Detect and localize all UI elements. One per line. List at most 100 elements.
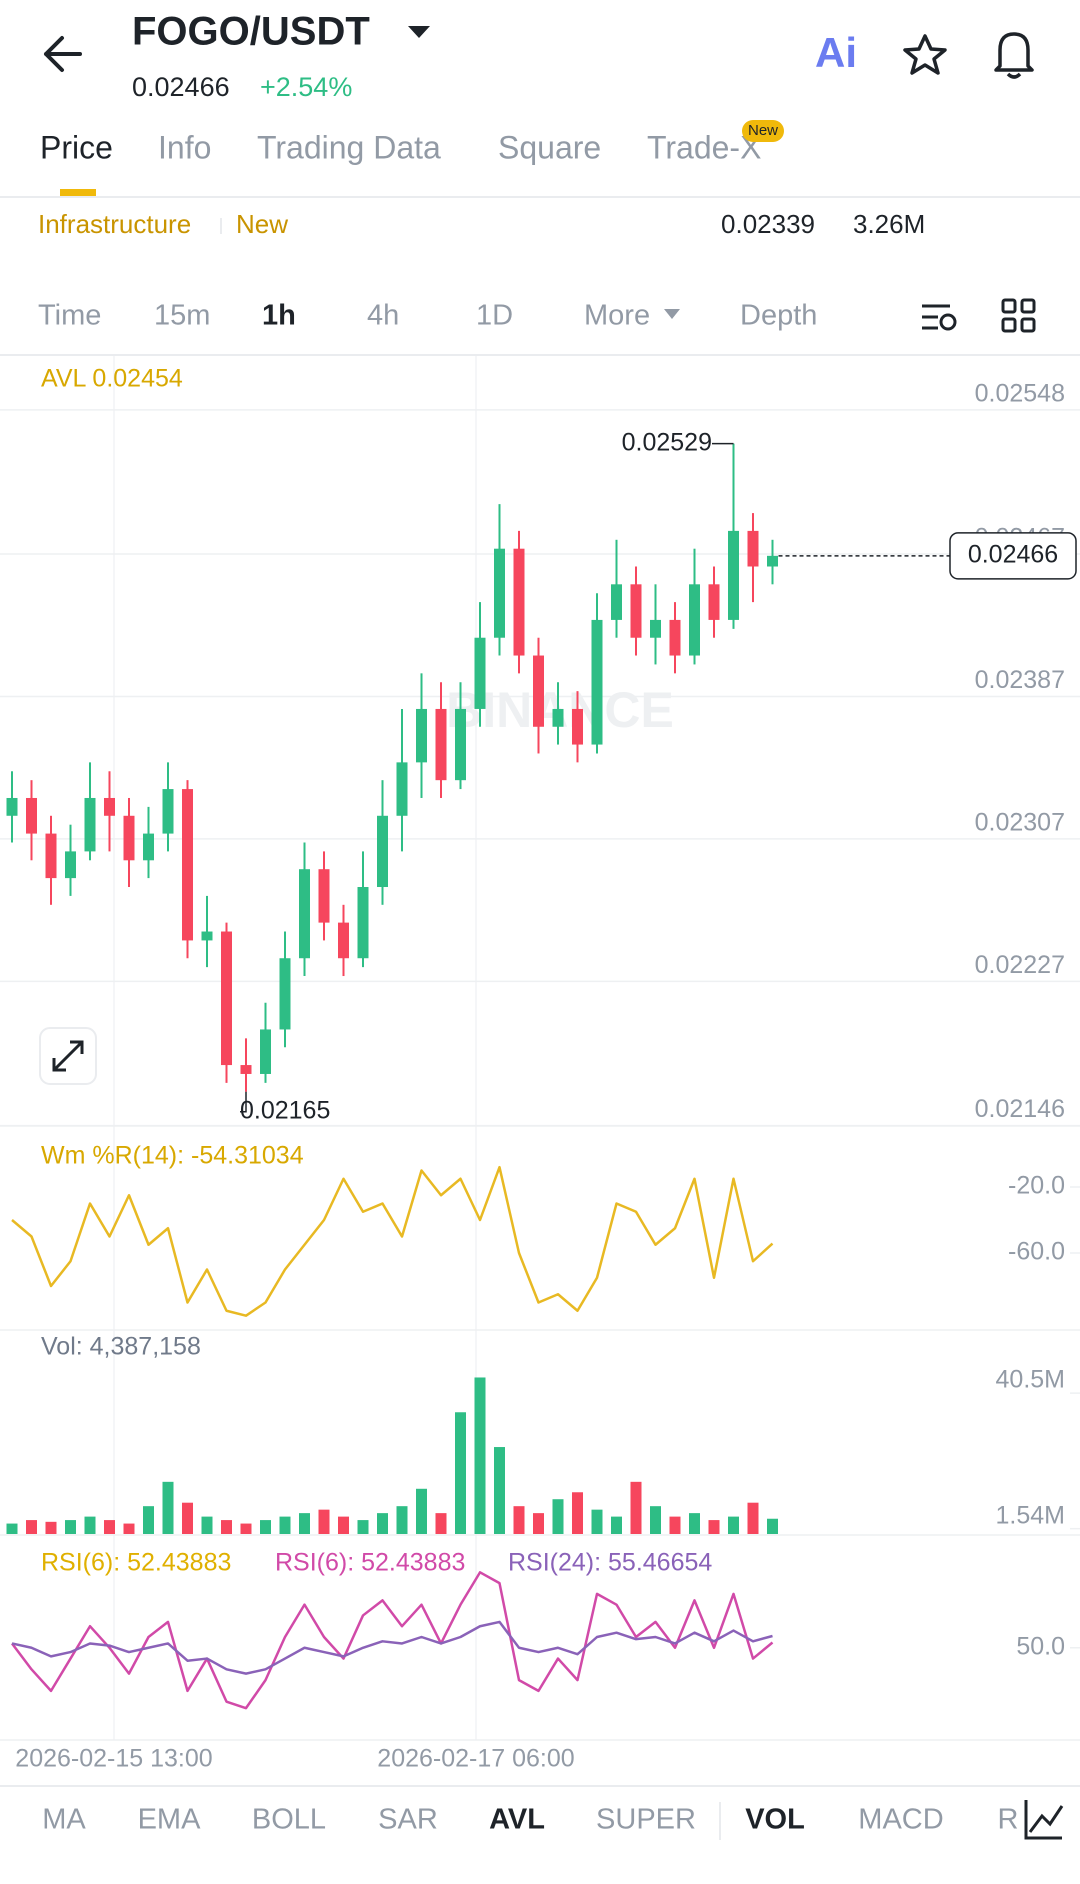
candle-body xyxy=(318,869,330,923)
info-volume: 3.26M xyxy=(853,209,925,239)
indicator[interactable]: MACD xyxy=(858,1804,943,1836)
volume-bar xyxy=(26,1520,37,1534)
candle-body xyxy=(260,1029,271,1074)
volume-bar xyxy=(260,1520,271,1534)
more-arrow xyxy=(664,309,680,319)
tab[interactable]: Square xyxy=(498,129,601,165)
interval[interactable]: 4h xyxy=(367,300,399,332)
volume-bar xyxy=(221,1520,232,1534)
candle-body xyxy=(533,655,544,727)
indicator-active[interactable]: AVL xyxy=(489,1804,545,1836)
volume-bar xyxy=(650,1506,661,1534)
volume-bar xyxy=(630,1481,642,1534)
volume-bar xyxy=(318,1509,330,1534)
tab-indicator xyxy=(60,189,96,196)
candle-body xyxy=(708,584,720,620)
indicator[interactable]: EMA xyxy=(138,1804,202,1836)
rsi-legend: RSI(6): 52.43883 xyxy=(275,1549,465,1577)
volume-bar xyxy=(747,1502,759,1534)
sector-tag[interactable]: Infrastructure xyxy=(38,209,191,239)
y-tick-label: 0.02548 xyxy=(975,379,1065,407)
volume-bar xyxy=(299,1513,310,1534)
volume-bar xyxy=(396,1506,408,1534)
favorite-button[interactable] xyxy=(903,34,947,75)
back-button[interactable] xyxy=(44,36,82,72)
candle-body xyxy=(84,797,96,852)
candle-body xyxy=(6,797,18,816)
indicator[interactable]: SUPER xyxy=(596,1804,696,1836)
interval-active[interactable]: 1h xyxy=(262,300,296,332)
layout-icon[interactable] xyxy=(1001,298,1036,333)
volume-bar xyxy=(182,1502,193,1534)
volume-bar xyxy=(377,1513,388,1534)
volume-bar xyxy=(416,1488,427,1534)
interval[interactable]: Time xyxy=(38,300,101,332)
volume-bar xyxy=(689,1513,700,1534)
candle-body xyxy=(357,887,369,959)
volume-bar xyxy=(513,1506,525,1534)
indicator-active[interactable]: VOL xyxy=(745,1804,805,1836)
volume-bar xyxy=(357,1520,369,1534)
indicator-settings[interactable] xyxy=(1018,1796,1080,1848)
candle-body xyxy=(143,833,154,861)
candle-body xyxy=(767,555,778,567)
indicator[interactable]: R xyxy=(998,1804,1019,1836)
candle-body xyxy=(377,815,388,888)
volume-bar xyxy=(552,1499,564,1534)
y-tick-label: 50.0 xyxy=(1016,1632,1065,1660)
volume-bar xyxy=(435,1513,447,1534)
tab-badge-bg xyxy=(742,120,784,142)
candle-body xyxy=(45,833,57,879)
tab[interactable]: Trading Data xyxy=(257,129,441,165)
volume-bar xyxy=(533,1513,544,1534)
tab[interactable]: Trade-X xyxy=(647,129,761,165)
interval[interactable]: Depth xyxy=(740,300,817,332)
alert-button[interactable] xyxy=(994,32,1034,79)
y-tick-label: -20.0 xyxy=(1008,1172,1065,1200)
candle-body xyxy=(455,708,466,781)
ai-button[interactable]: Ai xyxy=(815,29,857,76)
current-price-box xyxy=(949,532,1077,580)
interval[interactable]: 1D xyxy=(476,300,513,332)
wr-legend: Wm %R(14): -54.31034 xyxy=(41,1142,304,1170)
tab[interactable]: Info xyxy=(158,129,211,165)
candle-body xyxy=(396,762,408,816)
candle-body xyxy=(611,584,622,620)
avl-label: AVL 0.02454 xyxy=(41,365,183,393)
candle-body xyxy=(279,958,291,1030)
volume-bar xyxy=(162,1481,174,1534)
candle-body xyxy=(26,797,37,834)
indicator[interactable]: SAR xyxy=(378,1804,438,1836)
indicator[interactable]: BOLL xyxy=(252,1804,326,1836)
pair-title[interactable]: FOGO/USDT xyxy=(132,10,370,54)
pair-dropdown[interactable] xyxy=(408,26,430,38)
volume-bar xyxy=(669,1516,681,1534)
volume-bar xyxy=(65,1520,76,1534)
settings-icon[interactable] xyxy=(922,304,957,331)
candle-body xyxy=(182,789,193,941)
indicator[interactable]: MA xyxy=(42,1804,86,1836)
volume-bar xyxy=(84,1516,96,1534)
volume-bar xyxy=(45,1521,57,1534)
candle-body xyxy=(630,584,642,638)
candle-body xyxy=(747,530,759,567)
expand-button[interactable] xyxy=(39,1027,97,1085)
tab[interactable]: Price xyxy=(40,129,113,165)
interval[interactable]: More xyxy=(584,300,650,332)
candle-body xyxy=(221,931,232,1066)
volume-bar xyxy=(201,1516,213,1534)
volume-bar xyxy=(708,1520,720,1534)
candle-body xyxy=(240,1065,252,1074)
candle-body xyxy=(689,584,700,656)
rsi-legend: RSI(6): 52.43883 xyxy=(41,1549,231,1577)
interval[interactable]: 15m xyxy=(154,300,210,332)
volume-bar xyxy=(572,1492,583,1534)
volume-bar xyxy=(611,1516,622,1534)
high-label: 0.02529 xyxy=(622,428,712,456)
volume-bar xyxy=(123,1523,135,1534)
new-tag: New xyxy=(236,209,288,239)
info-value: 0.02339 xyxy=(721,209,815,239)
y-tick-label: -60.0 xyxy=(1008,1238,1065,1266)
y-tick-label: 1.54M xyxy=(996,1501,1065,1529)
candle-body xyxy=(299,869,310,959)
